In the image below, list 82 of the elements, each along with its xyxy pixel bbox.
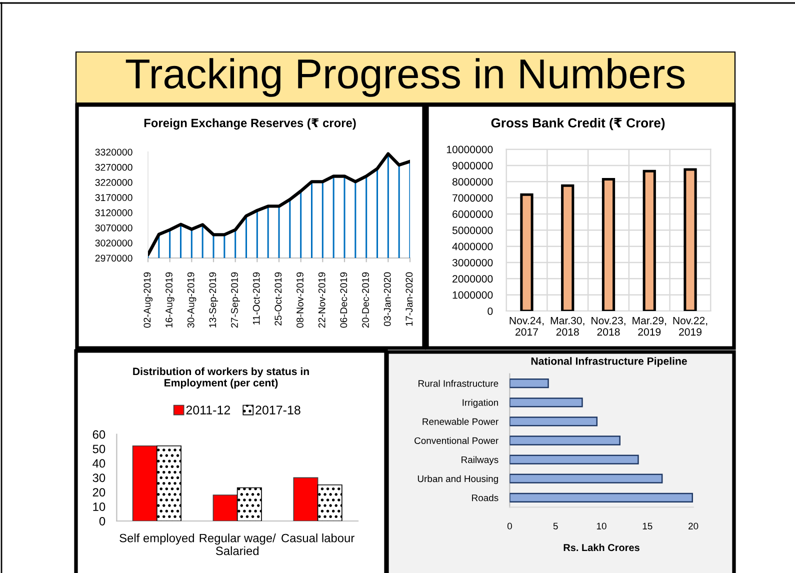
x-tick-label: 25-Oct-2019: [274, 272, 282, 326]
y-tick-label: Renewable Power: [422, 418, 498, 425]
x-tick-label: 17-Jan-2020: [406, 272, 413, 326]
x-tick-label: 27-Sep-2019: [231, 272, 240, 328]
x-tick-label: Casual labour: [282, 534, 354, 542]
y-tick-label: 4000000: [452, 242, 493, 250]
bar: [510, 474, 663, 484]
x-tick-label: 15: [642, 522, 652, 530]
bar: [212, 494, 238, 521]
y-tick-label: 3170000: [95, 194, 132, 202]
x-tick-label: Regular wage/ Salaried: [200, 534, 276, 556]
x-tick-label: 11-Oct-2019: [252, 272, 260, 324]
x-tick-label: Nov.22, 2019: [673, 316, 708, 336]
y-tick-label: 6000000: [452, 210, 493, 218]
y-tick-label: Rural Infrastructure: [418, 380, 498, 387]
bar: [684, 168, 697, 311]
x-tick-label: 0: [507, 522, 512, 530]
y-tick-label: 3320000: [95, 148, 132, 156]
x-tick-label: 03-Jan-2020: [384, 272, 391, 326]
x-tick-label: 06-Dec-2019: [340, 272, 348, 328]
y-tick-label: 3120000: [95, 209, 132, 216]
x-tick-label: 20: [688, 522, 698, 530]
y-tick-label: Conventional Power: [414, 437, 498, 444]
y-tick-label: 2000000: [452, 275, 493, 283]
x-tick-label: 30-Aug-2019: [187, 272, 196, 328]
y-tick-label: 10: [93, 502, 106, 511]
x-axis-title: Rs. Lakh Crores: [564, 544, 640, 552]
bar: [510, 398, 583, 408]
y-tick-label: 1000000: [452, 291, 493, 299]
bar: [510, 492, 694, 502]
x-tick-label: 5: [553, 522, 558, 530]
y-tick-label: 30: [92, 474, 106, 482]
bar: [520, 193, 534, 311]
legend-label: 2017-18: [256, 406, 300, 414]
y-tick-label: Roads: [472, 494, 498, 502]
y-tick-label: 40: [92, 459, 106, 468]
text: Tracking Progress in Numbers: [126, 58, 685, 97]
y-tick-label: Urban and Housing: [418, 475, 498, 484]
y-tick-label: 60: [92, 430, 106, 439]
chart-title: Distribution of workers by status in Employment (per cent): [133, 367, 309, 389]
y-tick-label: 2970000: [95, 254, 132, 262]
chart-title: Foreign Exchange Reserves (₹ crore): [144, 118, 356, 130]
bar: [561, 184, 574, 311]
bar: [642, 170, 656, 311]
x-tick-label: Nov.23, 2018: [592, 316, 626, 336]
y-tick-label: 5000000: [452, 226, 493, 234]
y-tick-label: 10000000: [446, 146, 493, 154]
y-tick-label: Irrigation: [462, 398, 498, 408]
y-tick-label: 3220000: [95, 179, 132, 186]
y-tick-label: Railways: [462, 456, 498, 465]
bar: [510, 416, 598, 426]
y-tick-label: 3020000: [95, 240, 132, 246]
x-tick-label: 20-Dec-2019: [362, 272, 369, 328]
y-tick-label: 3270000: [95, 164, 132, 171]
x-tick-label: Nov.24, 2017: [510, 316, 544, 336]
x-tick-label: 13-Sep-2019: [209, 272, 218, 328]
x-tick-label: Mar.30, 2018: [550, 316, 584, 336]
bar: [510, 378, 549, 388]
bar: [602, 178, 616, 311]
x-tick-label: 22-Nov-2019: [318, 272, 326, 328]
x-tick-label: 10: [596, 522, 606, 530]
bar: [510, 436, 620, 446]
y-tick-label: 8000000: [452, 178, 493, 186]
chart-title: Gross Bank Credit (₹ Crore): [491, 118, 665, 130]
bar: [293, 477, 318, 521]
legend-label: 2011-12: [186, 406, 230, 414]
y-tick-label: 20: [92, 488, 106, 497]
line-series: [148, 152, 410, 256]
y-tick-label: 50: [92, 444, 106, 454]
x-tick-label: 08-Nov-2019: [296, 272, 304, 328]
x-tick-label: Mar.29, 2019: [632, 316, 666, 336]
y-tick-label: 3000000: [452, 258, 493, 266]
y-tick-label: 9000000: [452, 162, 493, 170]
x-tick-label: Self employed: [120, 534, 194, 545]
x-tick-label: 16-Aug-2019: [166, 272, 174, 328]
chart-title: National Infrastructure Pipeline: [531, 357, 687, 367]
x-tick-label: 02-Aug-2019: [144, 272, 153, 328]
y-tick-label: 7000000: [452, 194, 493, 202]
y-tick-label: 0: [488, 307, 493, 315]
y-tick-label: 3070000: [95, 224, 132, 232]
bar: [510, 454, 639, 464]
bar: [132, 445, 158, 521]
